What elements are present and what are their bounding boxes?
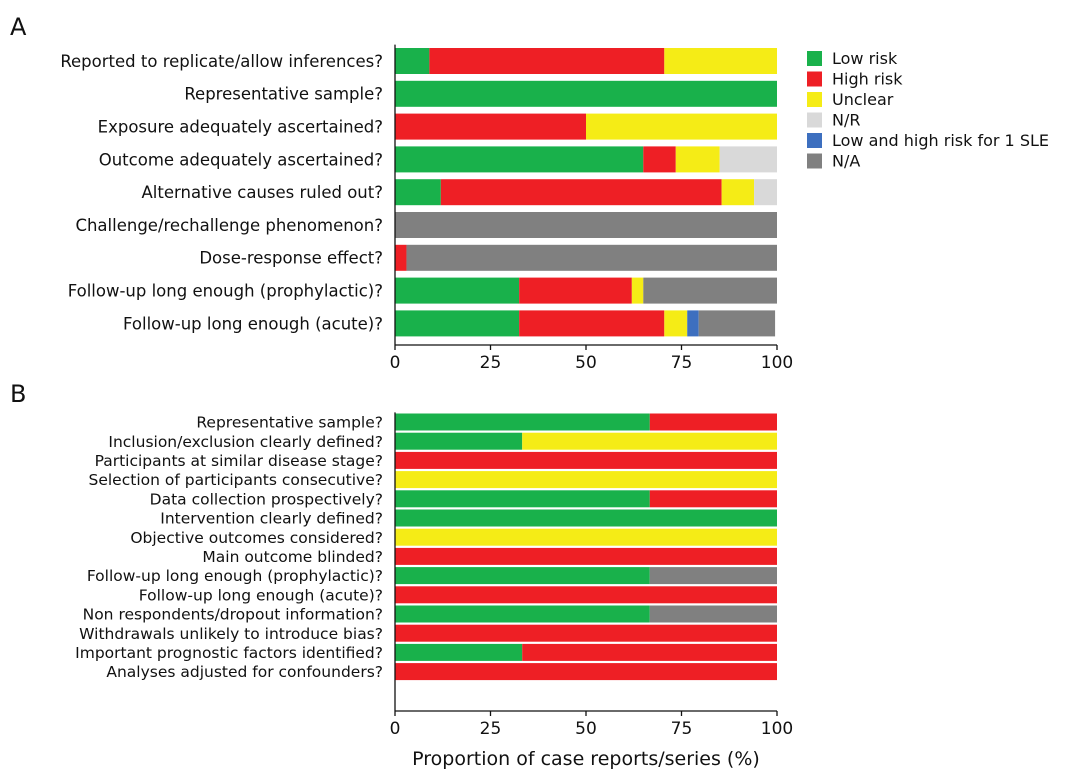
- row-label: Data collection prospectively?: [150, 490, 383, 508]
- row-label: Important prognostic factors identified?: [75, 644, 383, 662]
- bar-segment-nr: [719, 146, 777, 173]
- x-tick-label: 50: [575, 353, 597, 373]
- bar-segment-na: [649, 605, 777, 623]
- x-tick-label: 25: [480, 353, 502, 373]
- row-label: Exposure adequately ascertained?: [98, 118, 383, 137]
- panel-b-chart: Representative sample?Inclusion/exclusio…: [75, 412, 793, 739]
- row-label: Follow-up long enough (acute)?: [123, 314, 383, 333]
- x-tick-label: 75: [671, 719, 693, 739]
- legend-swatch-na: [807, 153, 822, 169]
- row-label: Inclusion/exclusion clearly defined?: [108, 433, 383, 451]
- bar-segment-low: [395, 567, 650, 585]
- row-label: Follow-up long enough (prophylactic)?: [87, 567, 383, 585]
- bar-segment-unclear: [631, 277, 644, 304]
- bar-segment-low: [395, 277, 520, 304]
- x-tick-label: 100: [761, 353, 793, 373]
- bar-segment-na: [395, 212, 777, 238]
- bar-segment-high: [643, 146, 676, 173]
- bar-segment-low: [395, 643, 523, 661]
- row-label: Non respondents/dropout information?: [83, 606, 383, 624]
- x-axis-title: Proportion of case reports/series (%): [412, 748, 760, 770]
- row-label: Dose-response effect?: [199, 249, 383, 268]
- row-label: Participants at similar disease stage?: [95, 452, 383, 470]
- bar-segment-low: [395, 413, 650, 431]
- bar-segment-na: [643, 277, 777, 304]
- bar-segment-high: [440, 179, 722, 206]
- legend-label-unclear: Unclear: [832, 90, 894, 109]
- bar-segment-high: [395, 244, 407, 271]
- legend-swatch-high: [807, 71, 822, 87]
- bar-segment-high: [395, 113, 586, 140]
- row-label: Selection of participants consecutive?: [89, 471, 384, 489]
- bar-segment-low: [395, 605, 650, 623]
- row-label: Follow-up long enough (prophylactic)?: [68, 282, 383, 301]
- row-label: Representative sample?: [184, 85, 383, 104]
- bar-segment-high: [395, 663, 777, 681]
- bar-segment-low: [395, 432, 523, 450]
- bar-segment-unclear: [395, 471, 777, 489]
- panel-a-label: A: [10, 13, 27, 41]
- legend-swatch-low: [807, 51, 822, 66]
- bar-segment-high: [519, 310, 665, 337]
- row-label: Withdrawals unlikely to introduce bias?: [79, 625, 383, 643]
- legend-swatch-nr: [807, 112, 822, 128]
- bar-segment-low: [395, 509, 777, 527]
- bar-segment-nr: [754, 179, 777, 206]
- bar-segment-na: [406, 244, 777, 271]
- panel-b-label: B: [10, 380, 26, 408]
- legend-label-low: Low risk: [832, 49, 898, 68]
- legend-label-na: N/A: [832, 152, 860, 171]
- bar-segment-high: [649, 490, 777, 508]
- legend-label-high: High risk: [832, 70, 903, 89]
- bar-segment-high: [395, 451, 777, 469]
- bar-segment-unclear: [721, 179, 755, 206]
- bar-segment-na: [649, 567, 777, 585]
- row-label: Outcome adequately ascertained?: [99, 150, 383, 169]
- bar-segment-low: [395, 48, 430, 74]
- bar-segment-na: [698, 310, 776, 337]
- bar-segment-unclear: [664, 310, 688, 337]
- bar-segment-unclear: [522, 432, 777, 450]
- bar-segment-high: [395, 624, 777, 642]
- bar-segment-high: [395, 586, 777, 604]
- row-label: Follow-up long enough (acute)?: [139, 586, 383, 604]
- row-label: Challenge/rechallenge phenomenon?: [75, 216, 383, 235]
- bar-segment-low: [395, 310, 520, 337]
- x-tick-label: 75: [671, 353, 693, 373]
- bar-segment-low: [395, 490, 650, 508]
- legend-swatch-unclear: [807, 92, 822, 107]
- bar-segment-high: [395, 547, 777, 565]
- row-label: Objective outcomes considered?: [130, 529, 383, 547]
- bar-segment-unclear: [586, 113, 777, 140]
- bar-segment-low: [395, 80, 777, 107]
- bar-segment-unclear: [675, 146, 720, 173]
- row-label: Representative sample?: [196, 414, 383, 432]
- row-label: Main outcome blinded?: [202, 548, 383, 566]
- bar-segment-unclear: [664, 48, 777, 74]
- row-label: Alternative causes ruled out?: [142, 183, 383, 202]
- bar-segment-high: [649, 413, 777, 431]
- legend-label-nr: N/R: [832, 111, 860, 130]
- legend-swatch-low_high: [807, 133, 822, 148]
- bar-segment-low: [395, 179, 441, 206]
- bar-segment-high: [429, 48, 665, 74]
- x-tick-label: 0: [390, 719, 401, 739]
- bar-segment-low: [395, 146, 644, 173]
- panel-a-chart: Reported to replicate/allow inferences? R…: [60, 44, 793, 373]
- bar-segment-unclear: [395, 528, 777, 546]
- bar-segment-high: [519, 277, 632, 304]
- row-label: Reported to replicate/allow inferences?: [60, 52, 383, 71]
- bar-segment-low_high: [687, 310, 699, 337]
- x-tick-label: 50: [575, 719, 597, 739]
- x-tick-label: 100: [761, 719, 793, 739]
- legend-label-low_high: Low and high risk for 1 SLE: [832, 131, 1049, 150]
- bar-segment-high: [522, 643, 777, 661]
- row-label: Analyses adjusted for confounders?: [106, 663, 383, 681]
- x-tick-label: 0: [390, 353, 401, 373]
- x-tick-label: 25: [480, 719, 502, 739]
- row-label: Intervention clearly defined?: [160, 510, 383, 528]
